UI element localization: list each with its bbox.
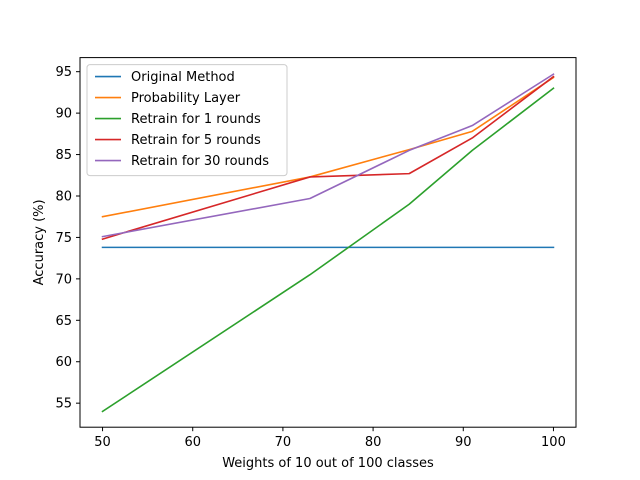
legend-label-1: Original Method — [131, 70, 235, 85]
y-tick-label: 85 — [55, 148, 72, 163]
plot-frame — [79, 57, 577, 428]
legend: Original Method Probability Layer Retrain … — [86, 64, 288, 177]
x-tick-label: 80 — [365, 435, 382, 450]
y-tick-label: 65 — [55, 314, 72, 329]
y-axis-ticks: 55 60 65 70 75 80 85 90 95 — [55, 65, 80, 412]
y-tick-label: 75 — [55, 231, 72, 246]
y-tick-label: 90 — [55, 107, 72, 122]
y-tick-label: 60 — [55, 355, 72, 370]
x-tick-label: 50 — [94, 435, 111, 450]
x-tick-label: 100 — [541, 435, 566, 450]
x-axis-label: Weights of 10 out of 100 classes — [222, 456, 434, 471]
series-line-3 — [101, 87, 555, 413]
series-line-5 — [101, 73, 555, 238]
y-tick-label: 70 — [55, 272, 72, 287]
x-tick-label: 70 — [275, 435, 292, 450]
y-axis-label: Accuracy (%) — [32, 199, 47, 285]
legend-label-3: Retrain for 1 rounds — [131, 112, 261, 127]
plot-lines — [101, 73, 555, 413]
x-tick-label: 60 — [184, 435, 201, 450]
y-tick-label: 55 — [55, 397, 72, 412]
x-axis-ticks: 50 60 70 80 90 100 — [94, 427, 566, 450]
y-tick-label: 80 — [55, 189, 72, 204]
legend-box — [86, 64, 288, 177]
legend-label-4: Retrain for 5 rounds — [131, 133, 261, 148]
series-line-4 — [101, 75, 555, 241]
legend-label-2: Probability Layer — [131, 91, 241, 106]
y-tick-label: 95 — [55, 65, 72, 80]
legend-label-5: Retrain for 30 rounds — [131, 154, 269, 169]
x-tick-label: 90 — [455, 435, 472, 450]
